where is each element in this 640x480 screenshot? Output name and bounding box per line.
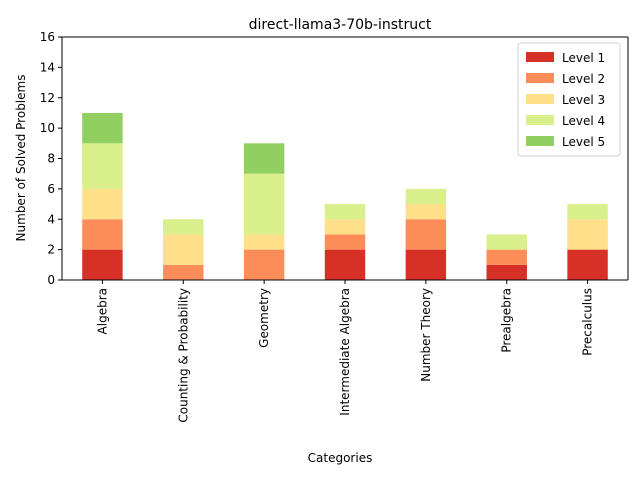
y-tick-label: 2 xyxy=(47,243,55,257)
bar-segment xyxy=(82,249,123,280)
y-tick-label: 0 xyxy=(47,273,55,287)
y-tick-label: 14 xyxy=(40,60,55,74)
bar-segment xyxy=(405,249,447,280)
bar-segment xyxy=(486,234,527,250)
x-tick-label: Prealgebra xyxy=(500,288,514,353)
chart-title: direct-llama3-70b-instruct xyxy=(249,17,432,33)
legend-box xyxy=(517,42,621,157)
x-tick-label: Geometry xyxy=(257,288,271,348)
bar-segment xyxy=(163,264,204,280)
bar-segment xyxy=(405,188,447,205)
legend-label: Level 4 xyxy=(562,114,605,128)
bar-segment xyxy=(163,234,204,265)
legend-label: Level 3 xyxy=(562,93,605,107)
bar-segment xyxy=(567,219,608,250)
bar-segment xyxy=(324,204,366,220)
x-tick-label: Number Theory xyxy=(419,288,433,382)
bar-segment xyxy=(405,204,447,220)
bar-segment xyxy=(243,173,285,235)
bar-segment xyxy=(163,219,204,235)
y-tick-label: 4 xyxy=(47,212,55,226)
legend-label: Level 1 xyxy=(562,51,605,65)
bar-segment xyxy=(405,219,447,250)
legend-label: Level 5 xyxy=(562,135,605,149)
legend: Level 1 Level 2 Level 3 Level 4 Level 5 xyxy=(517,42,621,157)
bar-segment xyxy=(243,249,285,280)
x-axis-label: Categories xyxy=(308,451,373,465)
y-tick-label: 12 xyxy=(40,91,55,105)
x-tick-label: Counting & Probability xyxy=(176,288,190,423)
y-tick-label: 16 xyxy=(40,30,55,44)
plot-area: 0 2 4 6 8 10 12 14 16 Algebra Counting & Probabili… xyxy=(40,30,629,423)
legend-swatch xyxy=(526,136,554,146)
legend-swatch xyxy=(526,73,554,83)
legend-swatch xyxy=(526,94,554,104)
y-tick-label: 8 xyxy=(47,152,55,166)
bar-segment xyxy=(324,219,366,235)
bar-segment xyxy=(82,188,123,220)
bar-segment xyxy=(324,234,366,250)
bar-segment xyxy=(486,264,527,280)
bar-segment xyxy=(82,219,123,250)
bar-segment xyxy=(567,204,608,220)
x-tick-label: Algebra xyxy=(95,288,109,334)
bar-segment xyxy=(243,143,285,174)
x-tick-label: Precalculus xyxy=(581,288,595,356)
x-tick-label: Intermediate Algebra xyxy=(338,288,352,416)
y-tick-label: 10 xyxy=(40,121,55,135)
bar-segment xyxy=(567,249,608,280)
legend-swatch xyxy=(526,52,554,62)
legend-swatch xyxy=(526,115,554,125)
legend-label: Level 2 xyxy=(562,72,605,86)
bar-segment xyxy=(486,249,527,265)
bar-segment xyxy=(243,234,285,250)
y-axis-label: Number of Solved Problems xyxy=(14,75,28,242)
bar-segment xyxy=(324,249,366,280)
bar-segment xyxy=(82,143,123,189)
bar-segment xyxy=(82,112,123,144)
y-tick-label: 6 xyxy=(47,182,55,196)
